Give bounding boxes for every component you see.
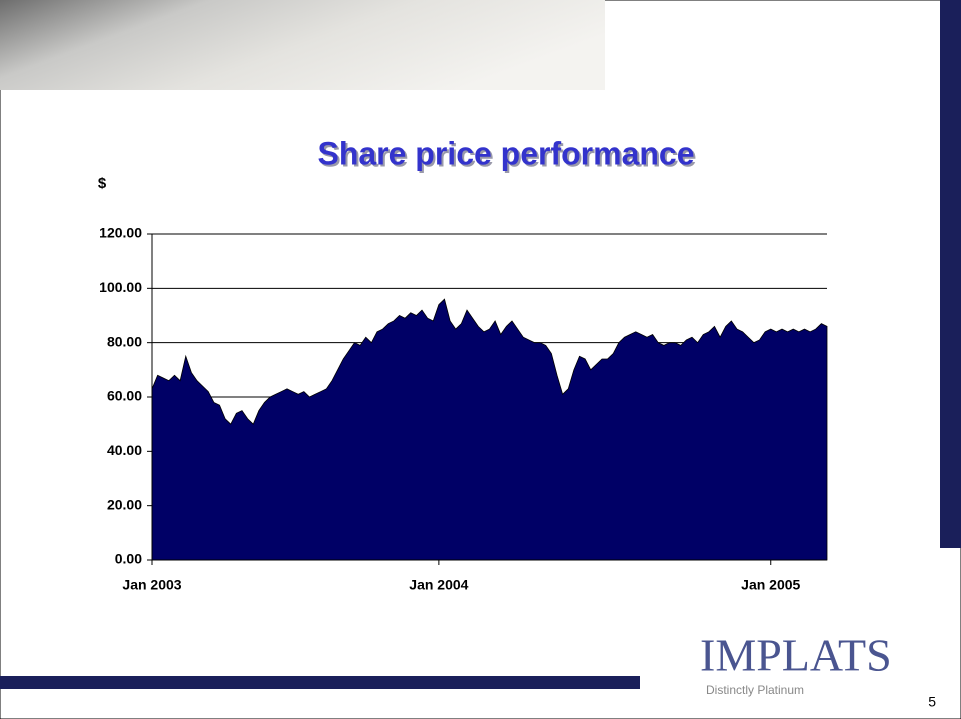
plot: 0.00 20.00 40.00 60.00 80.00 100.00 120.00 Jan … <box>99 225 828 593</box>
y-tick-label: 100.00 <box>99 279 142 295</box>
side-bar <box>940 0 961 548</box>
title-shadow: Share price performance <box>319 137 696 173</box>
bottom-bar <box>0 676 640 689</box>
y-tick-label: 60.00 <box>107 388 142 404</box>
y-tick-label: 80.00 <box>107 333 142 349</box>
x-tick-label: Jan 2003 <box>122 577 181 593</box>
x-tick-label: Jan 2005 <box>741 577 800 593</box>
y-tick-label: 0.00 <box>115 551 142 567</box>
x-tick-label: Jan 2004 <box>409 577 468 593</box>
y-tick-label: 40.00 <box>107 442 142 458</box>
chart-title: Share price performance <box>317 135 694 171</box>
y-tick-label: 120.00 <box>99 225 142 241</box>
tagline: Distinctly Platinum <box>706 683 804 697</box>
area <box>151 298 828 561</box>
y-axis-label: $ <box>98 175 107 192</box>
page-number: 5 <box>928 694 936 710</box>
y-tick-label: 20.00 <box>107 496 142 512</box>
header-image <box>0 0 605 90</box>
logo: IMPLATS <box>700 630 892 681</box>
